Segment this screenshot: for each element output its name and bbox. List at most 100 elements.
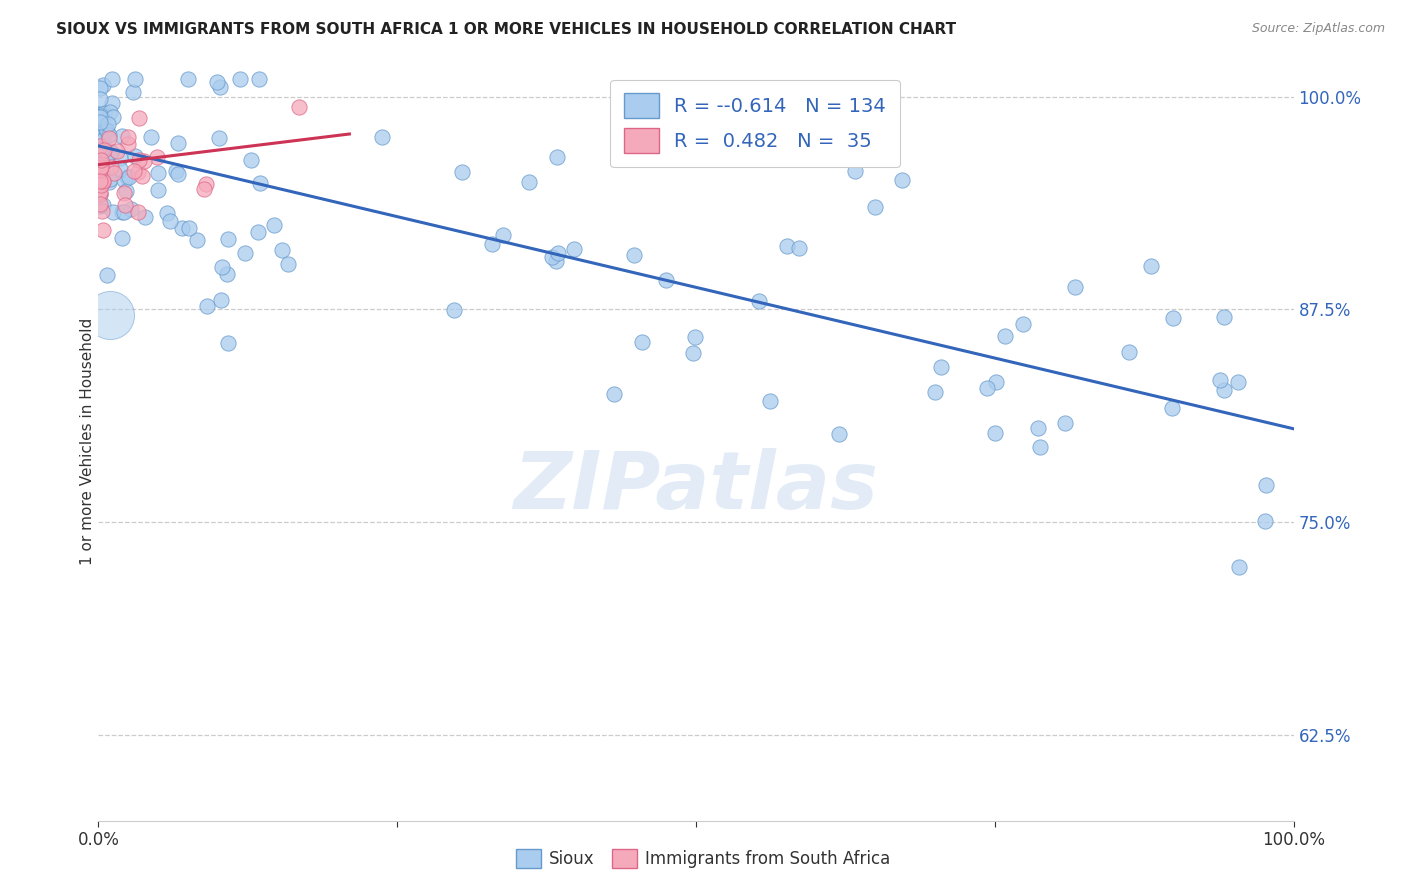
Point: [208, 80, 231, 95]
Point: [111, 231, 134, 245]
Point: [98, 128, 121, 142]
Point: [100, 145, 122, 160]
Point: [89, 115, 111, 129]
Point: [603, 387, 626, 401]
Point: [90, 153, 112, 168]
Legend: R = --0.614   N = 134, R =  0.482   N =  35: R = --0.614 N = 134, R = 0.482 N = 35: [610, 79, 900, 167]
Point: [1161, 310, 1184, 325]
Point: [176, 72, 198, 87]
Point: [132, 153, 155, 168]
Point: [994, 329, 1017, 343]
Point: [787, 241, 810, 255]
Point: [93, 105, 115, 120]
Point: [890, 173, 912, 187]
Point: [1140, 260, 1163, 274]
Point: [127, 165, 149, 179]
Point: [167, 167, 190, 181]
Point: [983, 426, 1005, 441]
Point: [1029, 440, 1052, 454]
Point: [117, 136, 139, 151]
Point: [1064, 280, 1087, 294]
Point: [111, 205, 134, 219]
Point: [90, 142, 112, 156]
Point: [89, 187, 111, 202]
Point: [108, 161, 131, 176]
Point: [654, 273, 676, 287]
Point: [100, 161, 122, 175]
Point: [121, 85, 143, 99]
Point: [517, 175, 540, 189]
Point: [682, 346, 704, 360]
Point: [177, 221, 200, 235]
Point: [193, 181, 215, 195]
Point: [546, 254, 568, 268]
Point: [134, 211, 156, 225]
Point: [263, 219, 285, 233]
Point: [240, 153, 263, 168]
Text: Source: ZipAtlas.com: Source: ZipAtlas.com: [1251, 22, 1385, 36]
Point: [247, 72, 270, 87]
Point: [924, 385, 946, 400]
Point: [1226, 376, 1249, 390]
Point: [89, 107, 111, 121]
Point: [89, 168, 111, 182]
Point: [288, 100, 311, 114]
Point: [776, 239, 799, 253]
Point: [623, 248, 645, 262]
Point: [165, 164, 187, 178]
Point: [89, 197, 111, 211]
Point: [90, 109, 112, 123]
Point: [89, 92, 111, 106]
Point: [89, 187, 111, 202]
Point: [97, 117, 120, 131]
Point: [228, 72, 250, 87]
Point: [758, 394, 780, 409]
Point: [101, 96, 124, 111]
Point: [209, 293, 232, 308]
Point: [195, 177, 218, 191]
Point: [541, 250, 564, 264]
Point: [96, 124, 118, 138]
Point: [112, 205, 135, 219]
Point: [863, 200, 886, 214]
Point: [91, 223, 114, 237]
Y-axis label: 1 or more Vehicles in Household: 1 or more Vehicles in Household: [80, 318, 94, 566]
Point: [103, 205, 125, 219]
Point: [89, 128, 111, 142]
Point: [97, 131, 120, 145]
Point: [128, 153, 150, 167]
Point: [546, 150, 568, 164]
Point: [96, 268, 118, 282]
Point: [547, 246, 569, 260]
Point: [89, 81, 111, 95]
Point: [89, 138, 111, 153]
Point: [114, 197, 136, 211]
Point: [89, 174, 111, 188]
Point: [208, 131, 231, 145]
Point: [100, 145, 122, 159]
Point: [97, 175, 120, 189]
Point: [233, 245, 256, 260]
Point: [112, 173, 135, 187]
Point: [89, 162, 111, 177]
Point: [146, 183, 169, 197]
Point: [91, 175, 114, 189]
Point: [1053, 416, 1076, 430]
Point: [115, 170, 138, 185]
Point: [89, 124, 111, 138]
Point: [1227, 560, 1250, 574]
Point: [89, 160, 111, 174]
Point: [748, 293, 770, 308]
Point: [90, 160, 112, 174]
Point: [217, 232, 239, 246]
Point: [124, 149, 146, 163]
Point: [101, 72, 124, 87]
Point: [205, 75, 228, 89]
Point: [90, 178, 112, 192]
Point: [217, 268, 239, 282]
Point: [451, 164, 474, 178]
Point: [195, 299, 218, 313]
Text: ZIPatlas: ZIPatlas: [513, 448, 879, 526]
Point: [98, 308, 122, 322]
Point: [156, 206, 179, 220]
